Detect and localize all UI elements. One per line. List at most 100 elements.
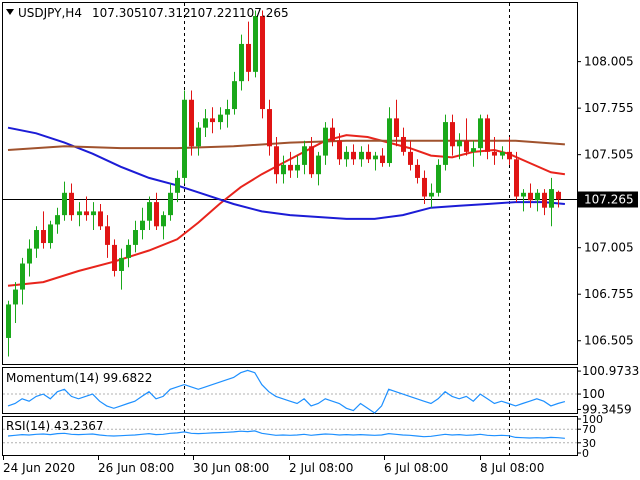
candle [84,196,89,221]
candle-body [450,122,455,147]
ohlc-high: 107.312 [141,6,191,20]
candle [535,189,540,212]
candle [492,136,497,165]
time-tick-label: 24 Jun 2020 [3,461,75,475]
candle-body [175,177,180,193]
candle [168,183,173,221]
candle-body [422,177,427,197]
candle [316,151,321,186]
candle [500,146,505,160]
candle-body [203,118,208,128]
candle-body [13,289,18,305]
candle-body [556,191,561,200]
candle-body [415,164,420,178]
candle-body [189,99,194,147]
momentum-tick-label: 100.9733 [582,364,639,378]
candle [232,71,237,115]
candle-body [69,192,74,216]
candle [281,155,286,184]
candle-body [232,81,237,110]
candle [457,133,462,160]
candle-body [133,230,138,245]
candle-body [500,151,505,156]
candle [478,114,483,156]
candle [267,99,272,156]
candle [380,148,385,167]
candle-body [246,43,251,72]
ohlc-close: 107.265 [239,6,289,20]
candle-body [27,248,32,264]
time-tick-label: 26 Jun 08:00 [98,461,174,475]
price-tick-label: 107.505 [584,148,634,162]
candle-body [471,148,476,152]
momentum-tick-label: 100 [582,387,605,401]
candle [415,159,420,184]
candle [295,155,300,178]
candle-body [316,155,321,175]
candle [521,189,526,212]
candle [218,107,223,130]
candle-body [401,136,406,152]
candle [422,170,427,204]
candle-body [429,192,434,197]
symbol-dropdown-icon[interactable] [6,9,14,15]
candle [443,114,448,171]
candle [401,127,406,156]
candle-body [260,16,265,110]
momentum-label: Momentum(14) 99.6822 [6,371,152,385]
candle-body [436,164,441,193]
rsi-tick-label: 100 [582,413,603,426]
candle-body [330,127,335,141]
indicator-reference-lines [3,199,577,444]
candle [98,203,103,231]
candle [507,136,512,165]
candle [140,207,145,240]
candle-body [274,146,279,175]
candle [309,136,314,178]
candle [436,159,441,197]
candle-body [218,114,223,123]
candle [542,189,547,216]
candle-body [147,202,152,221]
candle [69,183,74,221]
candle [77,202,82,227]
candle [147,196,152,231]
candle-body [210,118,215,123]
candle [556,190,561,208]
momentum-tick-label: 99.3459 [582,402,632,416]
rsi-label: RSI(14) 43.2367 [6,419,104,433]
candle-body [84,211,89,216]
candle-body [457,140,462,147]
candle [450,114,455,156]
rsi-line [7,430,565,439]
candle [471,140,476,167]
rsi-tick-label: 30 [582,437,596,450]
candle [528,183,533,208]
candle-body [41,230,46,244]
price-tick-label: 107.755 [584,101,634,115]
candle [27,239,32,277]
candle-body [77,211,82,216]
price-axis: 108.005 107.755 107.505 107.005 106.755 106.5… [577,55,639,460]
candle [196,122,201,156]
candle [6,300,11,357]
candle [91,202,96,231]
candle-body [267,109,272,147]
candlesticks [6,10,561,357]
symbol-timeframe: USDJPY,H4 [18,6,82,20]
momentum-panel-frame [2,367,578,414]
candle [514,151,519,203]
price-tick-label: 107.005 [584,241,634,255]
candle [161,211,166,240]
candle-body [119,257,124,271]
candle [373,151,378,171]
candle [175,170,180,203]
candle [408,140,413,171]
candle [337,133,342,165]
candle-body [443,122,448,165]
candle-body [20,263,25,290]
candle [133,220,138,253]
candle-body [196,127,201,147]
candle [485,114,490,160]
candle-body [91,211,96,216]
